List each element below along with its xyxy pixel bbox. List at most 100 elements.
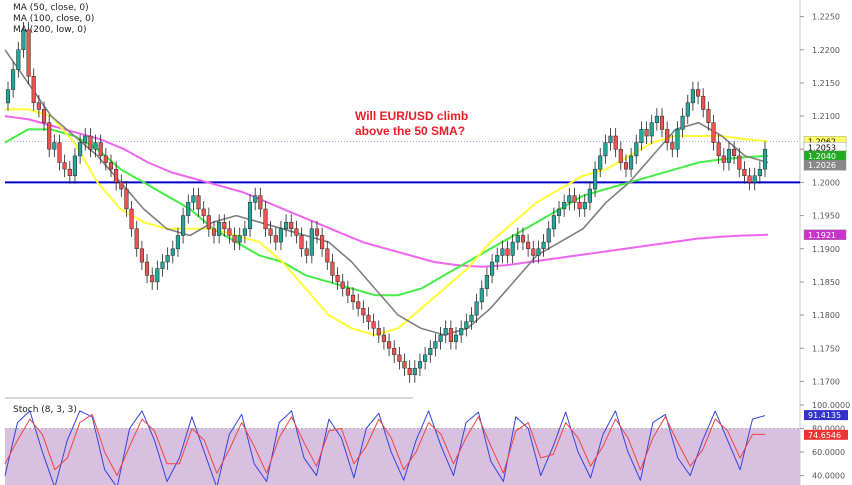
- candle: [217, 214, 222, 244]
- candle: [696, 81, 701, 105]
- candle: [129, 200, 134, 237]
- candle: [608, 128, 613, 151]
- y-tick-label: 1.1900: [812, 245, 840, 254]
- candle: [124, 181, 129, 217]
- candle: [78, 134, 83, 164]
- candle: [716, 134, 721, 164]
- candle: [515, 227, 520, 251]
- candle: [670, 134, 675, 158]
- price-tag-label: 1.1921: [808, 231, 836, 240]
- candle: [634, 134, 639, 164]
- legend-ma100: MA (100, close, 0): [13, 14, 94, 24]
- candle: [376, 320, 381, 343]
- candle: [119, 174, 124, 198]
- candle: [387, 333, 392, 357]
- candle: [155, 260, 160, 290]
- candle: [201, 200, 206, 224]
- candle: [665, 121, 670, 151]
- osc-tick-label: 80.0000: [812, 425, 845, 434]
- candle: [181, 207, 186, 244]
- candle: [577, 194, 582, 217]
- candle: [134, 220, 139, 257]
- candle: [474, 293, 479, 324]
- candle: [654, 108, 659, 131]
- candle: [726, 141, 732, 171]
- osc-price-tag: 91.4135: [804, 410, 848, 421]
- candle: [567, 187, 572, 211]
- candle: [150, 267, 155, 290]
- candle: [623, 154, 629, 178]
- candle: [11, 61, 16, 98]
- candle: [407, 360, 412, 383]
- main-plot: [4, 21, 800, 383]
- candle: [5, 81, 11, 111]
- candle: [361, 300, 366, 324]
- candle: [572, 187, 577, 211]
- candle: [603, 134, 608, 164]
- candle: [464, 313, 469, 337]
- stoch-d-line: [4, 413, 765, 477]
- stochastic-plot: [4, 410, 800, 485]
- candle: [685, 94, 690, 125]
- candle: [680, 108, 685, 138]
- candle: [83, 128, 88, 151]
- candle: [242, 220, 247, 244]
- y-tick-label: 1.1700: [812, 377, 840, 386]
- candle: [350, 287, 356, 310]
- candle: [16, 41, 21, 78]
- candle: [536, 240, 541, 264]
- annotation-line-2: above the 50 SMA?: [355, 124, 465, 138]
- ma200-low-line: [4, 115, 769, 268]
- candle: [284, 214, 289, 237]
- candle: [253, 187, 258, 211]
- candle: [237, 227, 242, 251]
- candle: [144, 254, 150, 284]
- price-tag: 1.2040: [803, 150, 847, 162]
- candle: [402, 353, 407, 377]
- candle: [598, 147, 603, 178]
- candle: [108, 154, 114, 178]
- candle: [593, 161, 598, 198]
- candle: [381, 327, 386, 350]
- candle: [31, 68, 36, 111]
- osc-tick-label: 60.0000: [812, 448, 845, 457]
- candle: [314, 220, 320, 244]
- y-tick-label: 1.1850: [812, 278, 840, 287]
- y-tick-label: 1.2200: [812, 46, 840, 55]
- candle: [505, 240, 510, 264]
- candle: [232, 227, 237, 251]
- candle: [747, 167, 752, 191]
- candle: [459, 320, 464, 343]
- candle: [356, 293, 361, 317]
- candle: [675, 121, 680, 158]
- candle: [320, 227, 325, 257]
- price-tag: 1.2026: [803, 159, 847, 171]
- candle: [701, 88, 706, 118]
- candle: [52, 134, 57, 158]
- candle: [304, 240, 309, 264]
- osc-tick-label: 40.0000: [812, 472, 845, 481]
- osc-tick-label: 100.0000: [812, 401, 850, 410]
- candle: [546, 220, 551, 251]
- candle: [629, 147, 634, 178]
- candle: [639, 121, 644, 151]
- candle: [520, 227, 526, 251]
- y-tick-label: 1.2000: [812, 178, 840, 187]
- candle: [490, 254, 495, 284]
- stoch-k-line: [4, 410, 766, 485]
- candle: [531, 240, 536, 264]
- y-tick-label: 1.2250: [812, 13, 840, 22]
- candle: [175, 227, 180, 257]
- candle: [222, 214, 227, 237]
- candle: [495, 247, 500, 270]
- candle: [47, 114, 52, 158]
- candle: [366, 307, 371, 330]
- candle: [762, 141, 768, 178]
- candle: [613, 128, 618, 158]
- candle: [587, 181, 592, 211]
- legend-ma50: MA (50, close, 0): [13, 3, 89, 13]
- osc-price-tag-label: 91.4135: [808, 411, 841, 420]
- candle: [41, 101, 47, 131]
